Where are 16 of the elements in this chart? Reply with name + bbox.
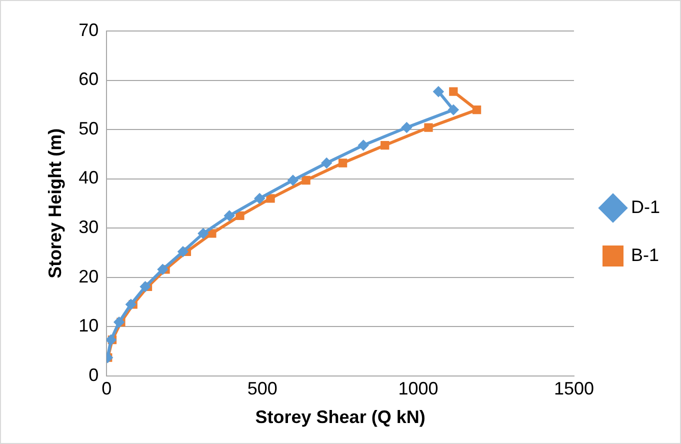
x-tick-label: 1500 xyxy=(554,378,594,399)
legend-label: B-1 xyxy=(630,244,660,265)
x-tick-label: 500 xyxy=(247,378,278,399)
legend-label: D-1 xyxy=(630,196,660,217)
y-tick-label: 10 xyxy=(78,316,99,336)
y-tick-label: 60 xyxy=(78,69,99,90)
y-tick-label: 30 xyxy=(78,216,99,237)
y-axis-title: Storey Height (m) xyxy=(44,128,65,278)
y-tick-label: 70 xyxy=(78,20,99,40)
x-axis-title: Storey Shear (Q kN) xyxy=(255,407,426,428)
x-tick-label: 0 xyxy=(102,378,112,399)
y-tick-label: 50 xyxy=(78,118,99,138)
x-tick-label: 1000 xyxy=(398,378,438,399)
y-tick-label: 40 xyxy=(78,168,99,188)
y-tick-label: 20 xyxy=(78,266,99,286)
y-tick-label: 0 xyxy=(88,364,99,385)
